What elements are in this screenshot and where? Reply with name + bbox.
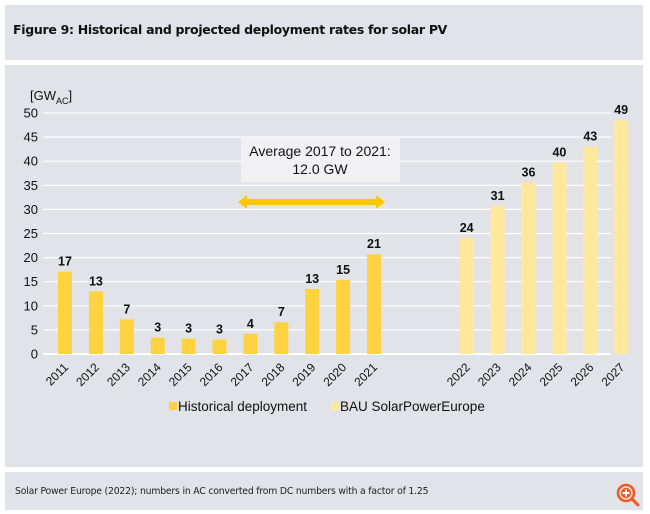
annotation-line2: 12.0 GW <box>292 161 348 177</box>
y-tick-label: 35 <box>24 178 38 193</box>
data-label-2027: 49 <box>614 103 628 117</box>
x-tick-label-2024: 2024 <box>506 360 535 389</box>
legend: Historical deployment BAU SolarPowerEuro… <box>169 399 485 414</box>
x-tick-label-2025: 2025 <box>537 360 566 389</box>
y-tick-label: 10 <box>24 298 38 313</box>
x-tick-label-2018: 2018 <box>259 360 288 389</box>
x-tick-label-2012: 2012 <box>73 360 102 389</box>
bar-2025 <box>552 162 567 354</box>
x-tick-label-2017: 2017 <box>228 360 257 389</box>
x-tick-label-2014: 2014 <box>135 360 164 389</box>
y-tick-label: 0 <box>31 347 38 362</box>
chart-panel <box>5 65 643 467</box>
data-label-2025: 40 <box>552 146 566 160</box>
bar-2012 <box>88 291 103 354</box>
bar-2015 <box>181 338 196 354</box>
data-label-2016: 3 <box>216 323 223 337</box>
x-tick-label-2022: 2022 <box>444 360 473 389</box>
x-tick-label-2013: 2013 <box>104 360 133 389</box>
zoom-in-icon[interactable] <box>615 482 641 508</box>
annotation-line1: Average 2017 to 2021: <box>249 143 390 159</box>
y-tick-label: 30 <box>24 202 38 217</box>
y-axis-label: [GWAC] <box>30 88 72 106</box>
data-label-2017: 4 <box>247 317 254 331</box>
y-tick-label: 45 <box>24 130 38 145</box>
data-label-2014: 3 <box>154 321 161 335</box>
legend-label-historical: Historical deployment <box>178 399 307 414</box>
x-tick-label-2019: 2019 <box>290 360 319 389</box>
data-label-2019: 13 <box>305 272 319 286</box>
y-tick-label: 40 <box>24 154 38 169</box>
x-tick-label-2015: 2015 <box>166 360 195 389</box>
bar-2017 <box>243 333 258 354</box>
data-label-2024: 36 <box>522 165 536 179</box>
x-tick-label-2026: 2026 <box>568 360 597 389</box>
x-tick-label-2016: 2016 <box>197 360 226 389</box>
bar-2026 <box>583 146 598 354</box>
bar-2018 <box>274 322 289 354</box>
title-panel: Figure 9: Historical and projected deplo… <box>5 5 643 60</box>
source-note: Solar Power Europe (2022); numbers in AC… <box>15 486 429 497</box>
bar-2022 <box>459 237 474 354</box>
data-label-2023: 31 <box>491 189 505 203</box>
data-label-2021: 21 <box>367 237 381 251</box>
y-tick-label: 20 <box>24 250 38 265</box>
bar-2027 <box>614 120 629 354</box>
data-label-2012: 13 <box>89 274 103 288</box>
footer-panel: Solar Power Europe (2022); numbers in AC… <box>5 472 643 510</box>
legend-label-projected: BAU SolarPowerEurope <box>340 399 485 414</box>
data-label-2022: 24 <box>460 221 474 235</box>
bar-2014 <box>150 337 165 354</box>
bar-2020 <box>336 279 351 354</box>
y-tick-label: 25 <box>24 226 38 241</box>
y-tick-label: 50 <box>24 106 38 121</box>
legend-swatch-historical <box>169 402 177 410</box>
data-label-2015: 3 <box>185 322 192 336</box>
x-tick-label-2023: 2023 <box>475 360 504 389</box>
range-arrow <box>238 195 385 209</box>
data-label-2013: 7 <box>123 302 130 316</box>
bar-2016 <box>212 339 227 354</box>
average-annotation: Average 2017 to 2021: 12.0 GW <box>238 138 400 209</box>
y-tick-label: 5 <box>31 322 38 337</box>
x-tick-label-2011: 2011 <box>43 360 71 388</box>
x-tick-label-2021: 2021 <box>351 360 380 389</box>
x-tick-label-2020: 2020 <box>320 360 349 389</box>
data-label-2011: 17 <box>58 255 72 269</box>
data-label-2020: 15 <box>336 263 350 277</box>
figure-title: Figure 9: Historical and projected deplo… <box>13 22 448 37</box>
annotation-box <box>241 138 400 182</box>
bar-2021 <box>367 254 381 354</box>
y-tick-label: 15 <box>24 274 38 289</box>
bar-2019 <box>305 288 320 354</box>
bar-2011 <box>58 271 72 354</box>
data-label-2018: 7 <box>278 305 285 319</box>
bar-2013 <box>119 319 134 354</box>
bar-2024 <box>521 182 536 354</box>
x-tick-label-2027: 2027 <box>599 360 628 389</box>
bar-2023 <box>490 206 505 354</box>
data-label-2026: 43 <box>583 130 597 144</box>
legend-swatch-projected <box>331 402 339 410</box>
